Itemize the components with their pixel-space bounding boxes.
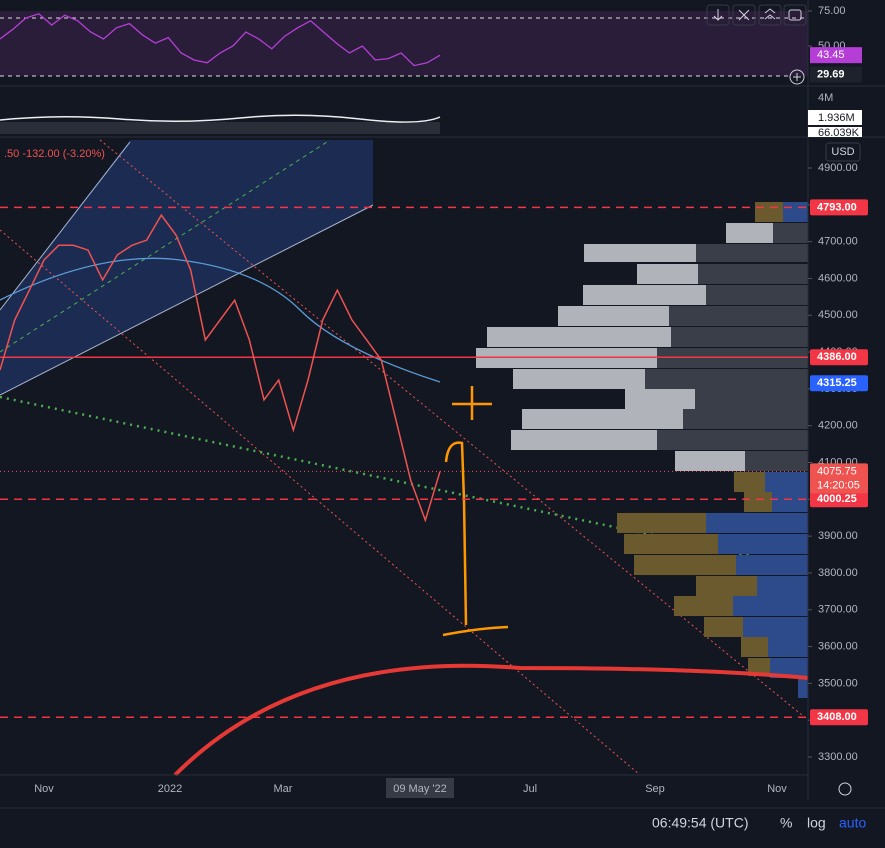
- price-tag-label: 4000.25: [817, 493, 857, 505]
- trend-line: [0, 229, 641, 776]
- y-tick-label: 3300.00: [818, 751, 858, 763]
- button[interactable]: [783, 4, 807, 26]
- y-tick-label: 3900.00: [818, 530, 858, 542]
- channel-line: [0, 204, 374, 396]
- volume-profile: [476, 202, 808, 698]
- icon[interactable]: [764, 8, 776, 20]
- rsi-line: [0, 13, 441, 67]
- y-tick-label: 3600.00: [818, 640, 858, 652]
- price-tag: [810, 199, 868, 216]
- y-tick-label: 3700.00: [818, 604, 858, 616]
- channel-line: [0, 141, 131, 311]
- volume-label: 1.936M: [818, 112, 855, 124]
- y-tick-label: 3500.00: [818, 677, 858, 689]
- rsi-band: [0, 11, 808, 76]
- pane-buttons[interactable]: [706, 4, 852, 796]
- volume-average: [0, 114, 441, 123]
- last-price-tag: [810, 463, 868, 494]
- auto-toggle[interactable]: auto: [839, 815, 866, 831]
- countdown: 14:20:05: [817, 479, 860, 491]
- price-tag-label: 3408.00: [817, 711, 857, 723]
- rsi-tick-label: 75.00: [818, 5, 846, 17]
- x-tick-label: Nov: [767, 783, 787, 795]
- last-price-label: 4075.75: [817, 465, 857, 477]
- price-tag-label: 4315.25: [817, 377, 857, 389]
- button[interactable]: [732, 4, 756, 26]
- price-tag-label: 4386.00: [817, 351, 857, 363]
- button[interactable]: [758, 4, 782, 26]
- clock: 06:49:54 (UTC): [652, 815, 748, 831]
- y-tick-label: 4600.00: [818, 272, 858, 284]
- price-tag: [810, 349, 868, 366]
- y-tick-label: 4200.00: [818, 420, 858, 432]
- x-tick-label: Jul: [523, 783, 537, 795]
- icon[interactable]: [793, 73, 801, 81]
- volume-bars: [0, 122, 440, 134]
- bracket-drawing: [442, 441, 509, 637]
- x-tick-label: Sep: [645, 783, 665, 795]
- plus-drawing: [452, 386, 492, 420]
- y-tick-label: 4700.00: [818, 236, 858, 248]
- x-tick-label: Nov: [34, 783, 54, 795]
- settings-button[interactable]: [838, 782, 852, 796]
- price-tag: [810, 491, 868, 508]
- rsi-low-label: 29.69: [817, 68, 845, 80]
- x-tick-label: 2022: [158, 783, 182, 795]
- y-tick-label: 4500.00: [818, 309, 858, 321]
- button[interactable]: [706, 4, 730, 26]
- icon[interactable]: [713, 9, 723, 21]
- icon[interactable]: [788, 9, 802, 21]
- currency[interactable]: USD: [831, 146, 854, 158]
- volume-tag: [808, 127, 862, 137]
- rsi-last-label: 43.45: [817, 49, 845, 61]
- icon[interactable]: [738, 9, 750, 21]
- price-tag: [810, 375, 868, 392]
- moving-average: [0, 257, 441, 383]
- volume-label: 66.039K: [818, 127, 860, 139]
- rsi-last-tag: [810, 47, 862, 64]
- volume-tag: [808, 110, 862, 125]
- currency-button[interactable]: [825, 142, 861, 162]
- price-line: [0, 213, 441, 523]
- log-toggle[interactable]: log: [807, 815, 826, 831]
- rsi-low-tag: [810, 66, 862, 83]
- price-tag: [810, 709, 868, 726]
- channel: [0, 140, 373, 395]
- y-tick-label: 4900.00: [818, 162, 858, 174]
- percent-toggle[interactable]: %: [780, 815, 792, 831]
- x-tick-label: Mar: [274, 783, 293, 795]
- x-tick-label: 09 May '22: [393, 783, 446, 795]
- volume-label: 4M: [818, 92, 833, 104]
- channel-mid: [0, 139, 331, 353]
- price-tag-label: 4793.00: [817, 201, 857, 213]
- arc-drawing: [173, 663, 809, 777]
- crosshair-date-bg: [386, 778, 454, 798]
- y-tick-label: 3800.00: [818, 567, 858, 579]
- add-button[interactable]: [789, 69, 805, 85]
- header-change: .50 -132.00 (-3.20%): [4, 148, 105, 160]
